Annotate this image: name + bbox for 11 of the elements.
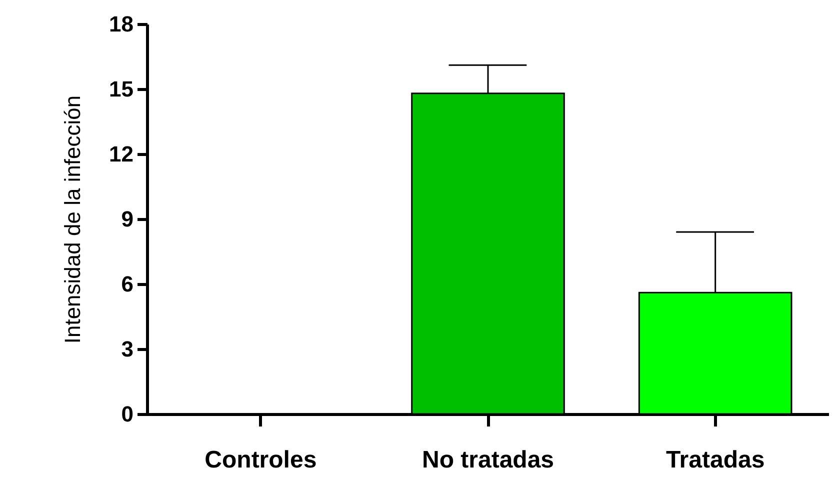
y-tick-label: 18 [109,12,134,36]
y-tick-label: 15 [109,76,134,102]
y-tick-label: 12 [109,142,134,166]
y-tick-label: 0 [121,402,134,426]
y-axis-title: Intensidad de la infección [60,95,86,344]
y-tick-label: 9 [121,206,134,232]
x-tick-label: No tratadas [422,446,554,474]
y-tick-label: 6 [121,272,134,296]
y-tick-label: 3 [121,336,134,362]
x-tick-label: Tratadas [666,446,765,474]
x-tick-label: Controles [204,446,317,474]
